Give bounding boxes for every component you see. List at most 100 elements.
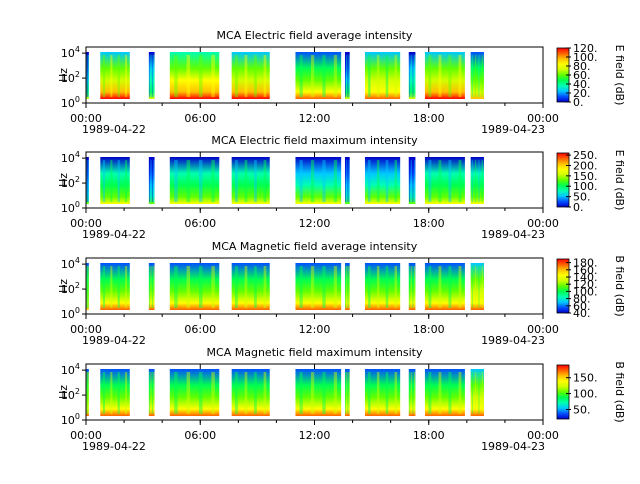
spectrogram-segment: [86, 157, 89, 204]
colorbar-tick-label: 100.: [573, 285, 598, 298]
spectrogram-segment: [364, 157, 401, 204]
y-tick-base: 10: [61, 152, 75, 165]
x-tick-label: 00:00: [70, 429, 102, 442]
colorbar-tick-label: 0.: [573, 96, 584, 109]
spectrogram-segment: [424, 52, 465, 99]
colorbar-tick-label: 250.: [573, 149, 598, 162]
spectrogram-segment: [148, 263, 155, 310]
colorbar-tick-label: 100.: [573, 51, 598, 64]
spectrogram-segment: [344, 263, 350, 310]
x-tick-label: 12:00: [299, 323, 331, 336]
colorbar-label: B field (dB): [613, 255, 626, 316]
spectrogram-segment: [231, 157, 270, 204]
y-tick-base: 10: [61, 72, 75, 85]
colorbar-tick-label: 140.: [573, 271, 598, 284]
date-start-label: 1989-04-22: [82, 123, 146, 136]
y-tick-exponent: 4: [75, 256, 80, 265]
spectrogram-segment: [364, 263, 401, 310]
spectrogram-segments: [85, 263, 484, 310]
date-end-label: 1989-04-23: [481, 334, 545, 347]
spectrogram-segment: [169, 263, 220, 310]
panel-title: MCA Magnetic field average intensity: [212, 240, 418, 253]
y-tick-label: 100: [61, 412, 80, 427]
colorbar-tick-label: 100.: [573, 388, 598, 401]
y-tick-base: 10: [61, 283, 75, 296]
spectrogram-segment: [364, 369, 401, 416]
spectrogram-segment: [231, 263, 270, 310]
spectrogram-segment: [148, 157, 155, 204]
spectrogram-segment: [364, 52, 401, 99]
spectrogram-segment: [100, 263, 130, 310]
y-tick-label: 102: [61, 387, 80, 402]
spectrogram-segment: [169, 157, 220, 204]
y-axis-label: Hz: [57, 279, 70, 293]
y-tick-label: 102: [61, 175, 80, 190]
y-tick-label: 102: [61, 281, 80, 296]
y-axis-label: Hz: [57, 68, 70, 82]
panel-title: MCA Electric field average intensity: [217, 29, 413, 42]
y-tick-base: 10: [61, 308, 75, 321]
y-tick-exponent: 2: [75, 281, 80, 290]
y-tick-label: 102: [61, 70, 80, 85]
x-tick-label: 06:00: [184, 112, 216, 125]
colorbar-label: B field (dB): [613, 361, 626, 422]
colorbar-tick-label: 160.: [573, 264, 598, 277]
y-tick-base: 10: [61, 389, 75, 402]
spectrogram-segment: [408, 263, 416, 310]
x-tick-label: 00:00: [70, 323, 102, 336]
x-tick-label: 00:00: [527, 112, 559, 125]
y-tick-exponent: 4: [75, 362, 80, 371]
date-end-label: 1989-04-23: [481, 228, 545, 241]
spectrogram-segment: [100, 157, 130, 204]
panel-2: MCA Electric field maximum intensityHz00…: [57, 134, 626, 241]
y-tick-exponent: 0: [75, 306, 80, 315]
y-tick-base: 10: [61, 47, 75, 60]
colorbar-label: E field (dB): [613, 45, 626, 106]
colorbar-tick-label: 120.: [573, 278, 598, 291]
x-tick-label: 18:00: [413, 112, 445, 125]
spectrogram-segment: [470, 369, 484, 416]
x-tick-label: 18:00: [413, 323, 445, 336]
spectrogram-segment: [408, 369, 416, 416]
y-tick-base: 10: [61, 177, 75, 190]
colorbar-tick-label: 200.: [573, 159, 598, 172]
y-axis-label: Hz: [57, 385, 70, 399]
colorbar-tick-label: 80.: [573, 60, 591, 73]
colorbar-tick-label: 40.: [573, 78, 591, 91]
date-end-label: 1989-04-23: [481, 440, 545, 453]
colorbar-tick-label: 150.: [573, 170, 598, 183]
spectrogram-segment: [169, 369, 220, 416]
date-start-label: 1989-04-22: [82, 228, 146, 241]
x-tick-label: 00:00: [527, 217, 559, 230]
y-tick-base: 10: [61, 258, 75, 271]
y-tick-label: 104: [61, 45, 80, 60]
y-tick-label: 104: [61, 362, 80, 377]
x-tick-label: 00:00: [527, 323, 559, 336]
y-tick-exponent: 0: [75, 95, 80, 104]
colorbar-tick-label: 150.: [573, 372, 598, 385]
y-tick-label: 104: [61, 150, 80, 165]
spectrogram-segment: [295, 263, 342, 310]
y-tick-label: 104: [61, 256, 80, 271]
spectrogram-segment: [424, 157, 465, 204]
y-tick-base: 10: [61, 97, 75, 110]
spectrogram-segment: [100, 52, 130, 99]
colorbar-tick-label: 0.: [573, 201, 584, 214]
x-tick-label: 12:00: [299, 112, 331, 125]
y-tick-exponent: 0: [75, 412, 80, 421]
x-tick-label: 00:00: [70, 217, 102, 230]
panel-1: MCA Electric field average intensityHz00…: [57, 29, 626, 136]
spectrogram-segment: [344, 369, 350, 416]
spectrogram-segment: [295, 369, 342, 416]
y-tick-base: 10: [61, 414, 75, 427]
x-tick-label: 06:00: [184, 429, 216, 442]
panel-3: MCA Magnetic field average intensityHz00…: [57, 240, 626, 347]
colorbar-tick-label: 60.: [573, 69, 591, 82]
spectrogram-segment: [424, 369, 465, 416]
spectrogram-segment: [470, 52, 484, 99]
colorbar-tick-label: 100.: [573, 180, 598, 193]
y-tick-exponent: 0: [75, 200, 80, 209]
spectrogram-segment: [231, 52, 270, 99]
y-tick-exponent: 2: [75, 387, 80, 396]
spectrogram-segment: [344, 157, 350, 204]
